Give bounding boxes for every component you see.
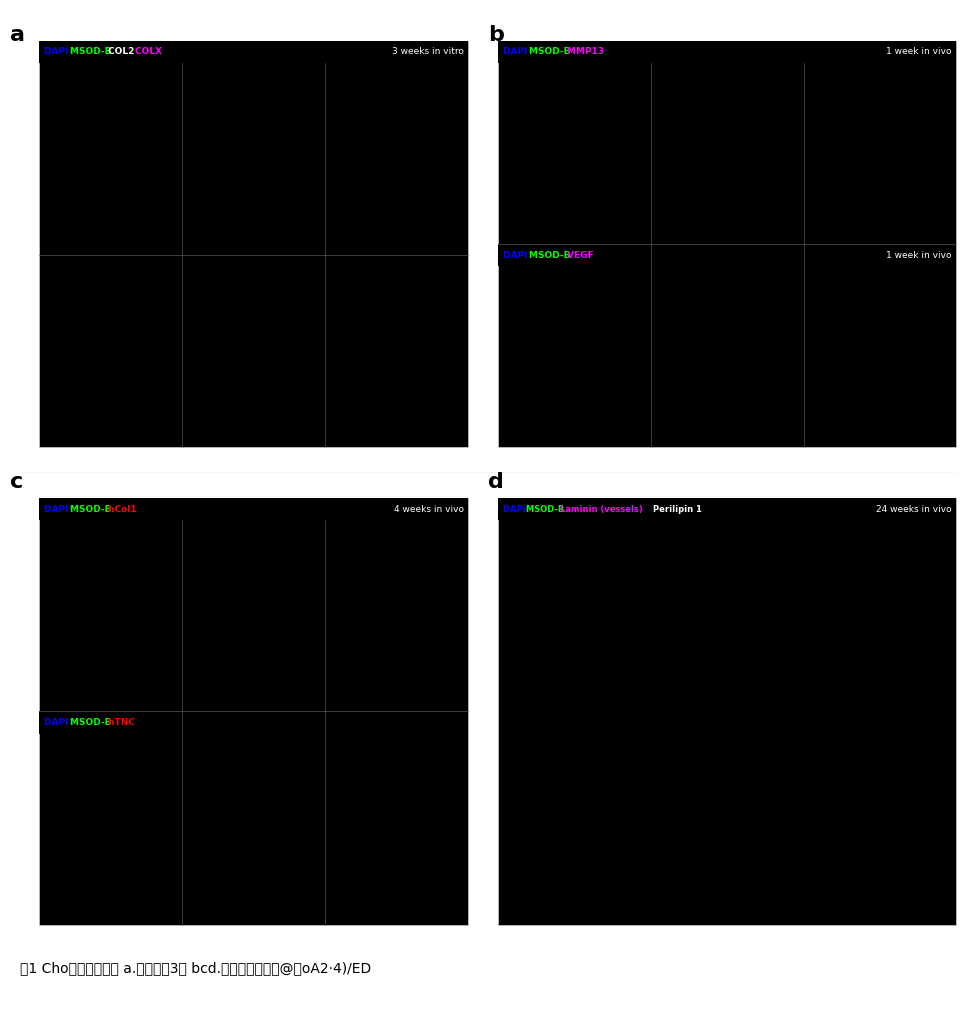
Text: MSOD-B: MSOD-B (526, 505, 567, 513)
Text: 1 week in vivo: 1 week in vivo (886, 251, 952, 259)
Text: b: b (488, 25, 504, 46)
Text: MSOD-B: MSOD-B (529, 48, 574, 56)
Text: a: a (10, 25, 24, 46)
FancyBboxPatch shape (39, 498, 468, 925)
Text: DAPI: DAPI (503, 505, 528, 513)
FancyBboxPatch shape (498, 498, 956, 520)
Text: MSOD-B: MSOD-B (70, 48, 115, 56)
Text: MSOD-B: MSOD-B (70, 505, 115, 513)
Text: DAPI: DAPI (44, 718, 71, 726)
FancyBboxPatch shape (498, 498, 956, 925)
Text: MMP13: MMP13 (567, 48, 607, 56)
FancyBboxPatch shape (39, 498, 468, 520)
FancyBboxPatch shape (39, 711, 468, 734)
Text: 4 weeks in vivo: 4 weeks in vivo (393, 505, 464, 513)
Text: Perilipin 1: Perilipin 1 (654, 505, 706, 513)
Text: hCol1: hCol1 (108, 505, 141, 513)
Text: d: d (488, 472, 504, 493)
Text: hTNC: hTNC (108, 718, 139, 726)
Text: DAPI: DAPI (44, 48, 71, 56)
FancyBboxPatch shape (498, 244, 956, 266)
Text: DAPI: DAPI (44, 505, 71, 513)
FancyBboxPatch shape (39, 41, 468, 447)
Text: 3 weeks in vitro: 3 weeks in vitro (391, 48, 464, 56)
Text: MSOD-B: MSOD-B (70, 718, 115, 726)
Text: Laminin (vessels): Laminin (vessels) (560, 505, 646, 513)
Text: VEGF: VEGF (567, 251, 596, 259)
Text: DAPI: DAPI (503, 251, 530, 259)
Text: 24 weeks in vivo: 24 weeks in vivo (876, 505, 952, 513)
Text: DAPI: DAPI (503, 48, 530, 56)
Text: MSOD-B: MSOD-B (529, 251, 574, 259)
Text: 图1 Cho组织染色结果 a.体外分化3周 bcd.体内发育一周示@图oA2·4)/ED: 图1 Cho组织染色结果 a.体外分化3周 bcd.体内发育一周示@图oA2·4… (20, 961, 371, 975)
Text: COLX: COLX (135, 48, 165, 56)
FancyBboxPatch shape (39, 41, 468, 63)
Text: 1 week in vivo: 1 week in vivo (886, 48, 952, 56)
Text: c: c (10, 472, 23, 493)
FancyBboxPatch shape (498, 41, 956, 63)
Text: COL2: COL2 (108, 48, 138, 56)
FancyBboxPatch shape (498, 41, 956, 447)
